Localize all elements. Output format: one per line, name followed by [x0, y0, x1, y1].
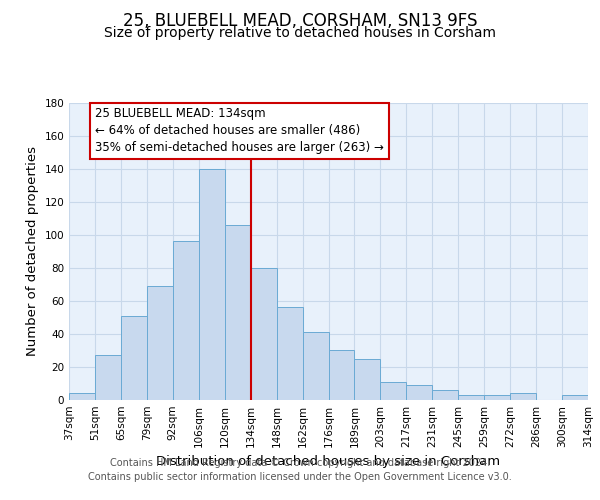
- Bar: [510, 394, 536, 400]
- Bar: [329, 350, 355, 400]
- Text: Contains public sector information licensed under the Open Government Licence v3: Contains public sector information licen…: [88, 472, 512, 482]
- Bar: [562, 395, 588, 400]
- Bar: [121, 316, 147, 400]
- X-axis label: Distribution of detached houses by size in Corsham: Distribution of detached houses by size …: [157, 456, 500, 468]
- Bar: [173, 242, 199, 400]
- Bar: [95, 356, 121, 400]
- Bar: [251, 268, 277, 400]
- Bar: [433, 390, 458, 400]
- Bar: [277, 308, 302, 400]
- Text: 25 BLUEBELL MEAD: 134sqm
← 64% of detached houses are smaller (486)
35% of semi-: 25 BLUEBELL MEAD: 134sqm ← 64% of detach…: [95, 108, 384, 154]
- Bar: [199, 168, 224, 400]
- Bar: [69, 394, 95, 400]
- Bar: [302, 332, 329, 400]
- Text: Contains HM Land Registry data © Crown copyright and database right 2024.: Contains HM Land Registry data © Crown c…: [110, 458, 490, 468]
- Bar: [406, 385, 432, 400]
- Bar: [458, 395, 484, 400]
- Bar: [355, 358, 380, 400]
- Bar: [225, 225, 251, 400]
- Bar: [380, 382, 406, 400]
- Y-axis label: Number of detached properties: Number of detached properties: [26, 146, 39, 356]
- Bar: [147, 286, 173, 400]
- Text: Size of property relative to detached houses in Corsham: Size of property relative to detached ho…: [104, 26, 496, 40]
- Bar: [484, 395, 510, 400]
- Text: 25, BLUEBELL MEAD, CORSHAM, SN13 9FS: 25, BLUEBELL MEAD, CORSHAM, SN13 9FS: [123, 12, 477, 30]
